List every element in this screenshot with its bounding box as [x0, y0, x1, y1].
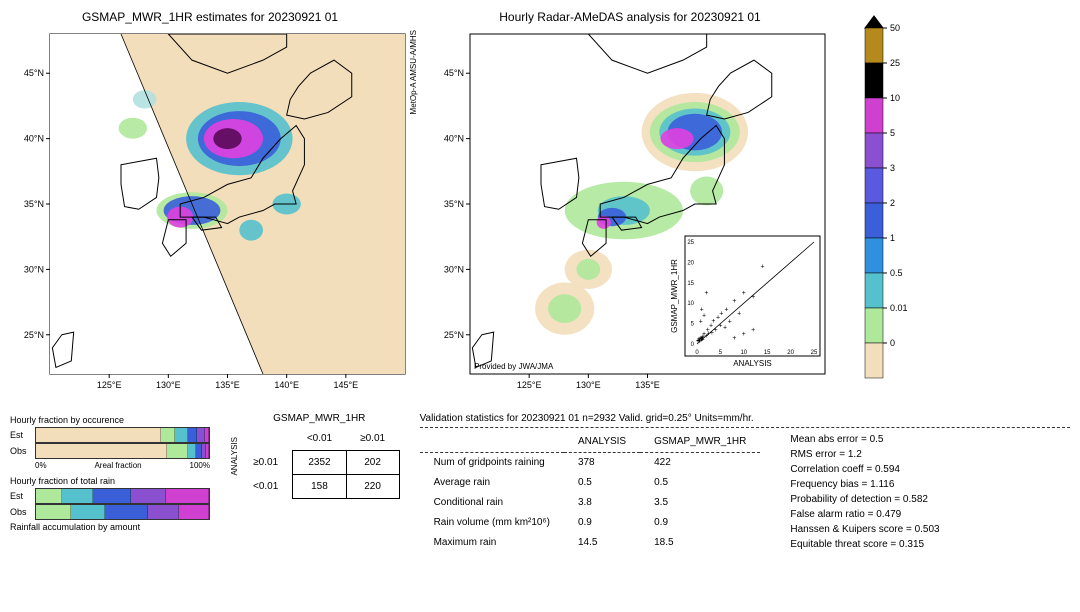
left-map-panel: GSMAP_MWR_1HR estimates for 20230921 01 …: [10, 10, 410, 399]
svg-text:+: +: [724, 306, 728, 313]
colorbar: 50 25 10 5 3 2 1 0.5 0.01 0: [860, 10, 920, 403]
total-rain-title: Hourly fraction of total rain: [10, 476, 210, 486]
right-map-svg: 125°E130°E135°E25°N30°N35°N40°N45°N+++++…: [430, 29, 830, 399]
stats-block: Validation statistics for 20230921 01 n=…: [420, 413, 1070, 552]
svg-text:130°E: 130°E: [576, 380, 601, 390]
svg-text:50: 50: [890, 23, 900, 33]
right-map-title: Hourly Radar-AMeDAS analysis for 2023092…: [430, 10, 830, 24]
ctable-title: GSMAP_MWR_1HR: [239, 413, 400, 424]
stats-list: Mean abs error = 0.5RMS error = 1.2Corre…: [790, 432, 939, 552]
left-map-svg: 125°E 130°E 135°E 140°E 145°E 25°N 30°N 35°N 40°…: [10, 29, 410, 399]
svg-text:10: 10: [740, 350, 747, 356]
svg-text:25: 25: [687, 240, 694, 246]
right-map-panel: Hourly Radar-AMeDAS analysis for 2023092…: [430, 10, 830, 399]
est-occurrence-bar: [35, 427, 210, 443]
svg-text:15: 15: [687, 281, 694, 287]
svg-text:+: +: [742, 290, 746, 297]
svg-text:0.5: 0.5: [890, 268, 903, 278]
svg-text:Provided by JWA/JMA: Provided by JWA/JMA: [474, 362, 554, 371]
svg-text:0: 0: [890, 338, 895, 348]
stats-header: Validation statistics for 20230921 01 n=…: [420, 413, 1070, 428]
svg-text:ANALYSIS: ANALYSIS: [733, 359, 772, 368]
svg-text:135°E: 135°E: [635, 380, 660, 390]
obs-label: Obs: [10, 446, 35, 456]
svg-text:20: 20: [687, 260, 694, 266]
colorbar-svg: 50 25 10 5 3 2 1 0.5 0.01 0: [860, 10, 920, 400]
svg-text:+: +: [751, 327, 755, 334]
svg-text:+: +: [702, 312, 706, 319]
satellite-label: MetOp-A AMSU-A/MHS: [409, 30, 418, 114]
svg-text:145°E: 145°E: [334, 380, 359, 390]
left-map-title: GSMAP_MWR_1HR estimates for 20230921 01: [10, 10, 410, 24]
est-label: Est: [10, 430, 35, 440]
svg-text:+: +: [728, 319, 732, 326]
svg-text:25: 25: [811, 350, 818, 356]
svg-text:+: +: [751, 294, 755, 301]
svg-text:+: +: [723, 325, 727, 332]
contingency-table: <0.01≥0.01 ≥0.012352202 <0.01158220: [239, 427, 400, 499]
svg-text:+: +: [732, 335, 736, 342]
svg-text:+: +: [719, 310, 723, 317]
svg-text:10: 10: [890, 93, 900, 103]
svg-text:30°N: 30°N: [24, 264, 44, 274]
svg-text:2: 2: [890, 198, 895, 208]
svg-text:+: +: [714, 327, 718, 334]
svg-text:40°N: 40°N: [24, 134, 44, 144]
svg-text:35°N: 35°N: [24, 199, 44, 209]
svg-text:35°N: 35°N: [444, 199, 464, 209]
svg-text:0.01: 0.01: [890, 303, 908, 313]
stats-table: ANALYSISGSMAP_MWR_1HRNum of gridpoints r…: [420, 432, 761, 552]
svg-text:+: +: [742, 331, 746, 338]
svg-text:135°E: 135°E: [215, 380, 240, 390]
occurrence-title: Hourly fraction by occurence: [10, 415, 210, 425]
svg-text:+: +: [711, 318, 715, 325]
svg-text:140°E: 140°E: [274, 380, 299, 390]
svg-text:3: 3: [890, 163, 895, 173]
svg-text:30°N: 30°N: [444, 264, 464, 274]
svg-text:25°N: 25°N: [24, 330, 44, 340]
svg-text:+: +: [737, 310, 741, 317]
svg-text:5: 5: [890, 128, 895, 138]
svg-text:+: +: [732, 298, 736, 305]
svg-text:1: 1: [890, 233, 895, 243]
scale-mid: Areal fraction: [94, 461, 141, 470]
svg-text:15: 15: [764, 350, 771, 356]
obs-total-bar: [35, 504, 210, 520]
svg-text:45°N: 45°N: [24, 68, 44, 78]
scale-100: 100%: [190, 461, 210, 470]
obs-occurrence-bar: [35, 443, 210, 459]
svg-text:125°E: 125°E: [517, 380, 542, 390]
scale-0: 0%: [35, 461, 47, 470]
svg-text:GSMAP_MWR_1HR: GSMAP_MWR_1HR: [670, 259, 679, 333]
accum-title: Rainfall accumulation by amount: [10, 522, 210, 532]
svg-text:125°E: 125°E: [97, 380, 122, 390]
svg-text:25: 25: [890, 58, 900, 68]
svg-text:130°E: 130°E: [156, 380, 181, 390]
svg-text:40°N: 40°N: [444, 134, 464, 144]
svg-text:25°N: 25°N: [444, 330, 464, 340]
svg-text:+: +: [718, 323, 722, 330]
est-total-bar: [35, 488, 210, 504]
fraction-block: Hourly fraction by occurence Est Obs 0% A…: [10, 413, 210, 534]
svg-text:+: +: [760, 264, 764, 271]
svg-text:20: 20: [787, 350, 794, 356]
contingency-table-wrap: ANALYSIS GSMAP_MWR_1HR <0.01≥0.01 ≥0.012…: [230, 413, 400, 499]
ctable-side-label: ANALYSIS: [230, 437, 239, 476]
svg-text:+: +: [700, 335, 704, 342]
svg-text:45°N: 45°N: [444, 68, 464, 78]
svg-text:10: 10: [687, 301, 694, 307]
svg-text:+: +: [704, 290, 708, 297]
svg-text:+: +: [699, 319, 703, 326]
